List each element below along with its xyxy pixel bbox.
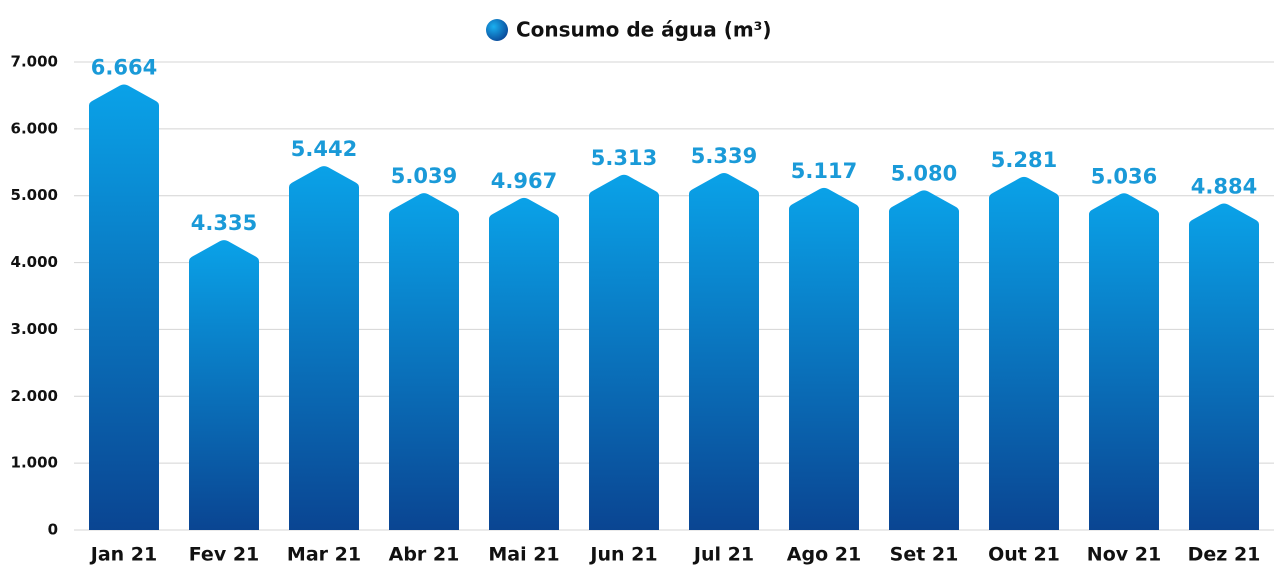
y-tick-label: 6.000 (11, 119, 58, 137)
data-label: 5.039 (391, 164, 457, 188)
data-label: 4.335 (191, 211, 257, 235)
data-label: 5.313 (591, 146, 657, 170)
bar (789, 187, 859, 530)
bar (389, 193, 459, 530)
x-tick-label: Out 21 (988, 544, 1060, 566)
legend-marker (486, 19, 508, 41)
bar (489, 197, 559, 530)
data-label: 5.036 (1091, 164, 1157, 188)
x-tick-label: Dez 21 (1188, 544, 1261, 566)
data-label: 4.967 (491, 169, 557, 193)
bar (1189, 203, 1259, 530)
bar (189, 240, 259, 530)
y-tick-label: 7.000 (11, 53, 58, 71)
x-tick-label: Mai 21 (488, 544, 559, 566)
x-tick-label: Abr 21 (389, 544, 460, 566)
y-tick-label: 2.000 (11, 387, 58, 405)
x-tick-label: Jan 21 (89, 544, 157, 566)
data-label: 5.442 (291, 137, 357, 161)
legend-label: Consumo de água (m³) (516, 18, 772, 42)
bar (89, 84, 159, 531)
y-tick-label: 1.000 (11, 454, 58, 472)
bar (889, 190, 959, 530)
y-tick-label: 5.000 (11, 186, 58, 204)
x-tick-label: Jun 21 (588, 544, 657, 566)
x-tick-label: Jul 21 (692, 544, 754, 566)
data-label: 5.281 (991, 148, 1057, 172)
y-tick-label: 0 (48, 521, 58, 539)
x-tick-label: Nov 21 (1087, 544, 1161, 566)
bar (289, 166, 359, 530)
data-label: 6.664 (91, 55, 157, 79)
x-tick-label: Fev 21 (189, 544, 260, 566)
data-label: 4.884 (1191, 174, 1257, 198)
bar (589, 174, 659, 530)
bar (989, 176, 1059, 530)
data-label: 5.339 (691, 144, 757, 168)
data-label: 5.117 (791, 159, 857, 183)
y-tick-label: 4.000 (11, 253, 58, 271)
x-tick-label: Mar 21 (287, 544, 361, 566)
bar (1089, 193, 1159, 530)
bar (689, 173, 759, 530)
y-tick-label: 3.000 (11, 320, 58, 338)
data-label: 5.080 (891, 161, 957, 185)
x-tick-label: Set 21 (890, 544, 959, 566)
x-tick-label: Ago 21 (787, 544, 861, 566)
